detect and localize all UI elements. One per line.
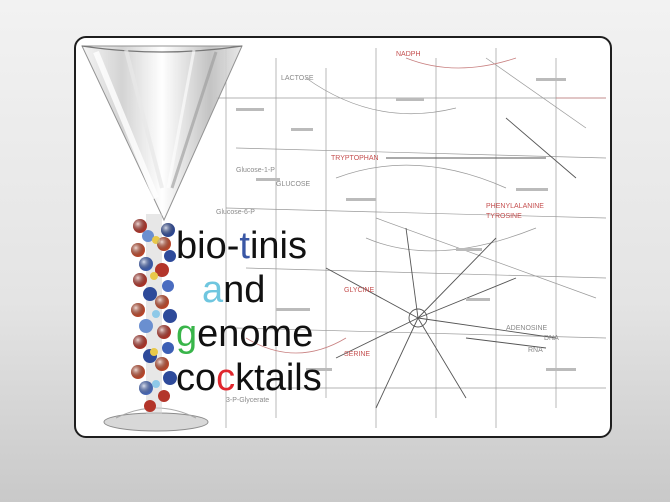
map-label: Glucose-1-P — [236, 167, 275, 174]
map-label: GLUCOSE — [276, 181, 311, 188]
title-accent-green: g — [176, 313, 198, 355]
title-text: bio- — [176, 225, 240, 267]
title-accent-blue: t — [239, 225, 250, 267]
map-label: 3-P-Glycerate — [226, 397, 269, 404]
map-label: DNA — [544, 335, 559, 342]
title-text: enome — [197, 313, 314, 355]
map-label: ADENOSINE — [506, 325, 548, 332]
dna-helix-icon — [131, 214, 177, 414]
slide-frame: Glucose-1-P GLUCOSE Glucose-6-P TRYPTOPH… — [74, 36, 612, 438]
slide-title: bio-tinis and genome cocktails — [176, 224, 322, 400]
title-text: nd — [223, 269, 266, 311]
title-line-and: and — [176, 268, 322, 312]
title-line-genome: genome — [176, 312, 322, 356]
title-line-cocktails: cocktails — [176, 356, 322, 400]
map-label: TRYPTOPHAN — [331, 155, 379, 162]
metabolic-pathway-map: Glucose-1-P GLUCOSE Glucose-6-P TRYPTOPH… — [216, 48, 607, 428]
map-label: LACTOSE — [281, 75, 314, 82]
title-line-biotinis: bio-tinis — [176, 224, 322, 268]
title-text: ktails — [235, 357, 322, 399]
map-label: GLYCINE — [344, 287, 375, 294]
title-text: co — [176, 357, 217, 399]
martini-glass-image — [81, 45, 243, 432]
map-label: Glucose-6-P — [216, 209, 255, 216]
title-accent-red: c — [216, 357, 236, 399]
map-label: TYROSINE — [486, 213, 522, 220]
map-label: PHENYLALANINE — [486, 203, 544, 210]
title-accent-cyan: a — [202, 269, 224, 311]
map-label: SERINE — [344, 351, 370, 358]
map-label: RNA — [528, 347, 543, 354]
map-label: NADPH — [396, 51, 421, 58]
title-text: inis — [249, 225, 307, 267]
